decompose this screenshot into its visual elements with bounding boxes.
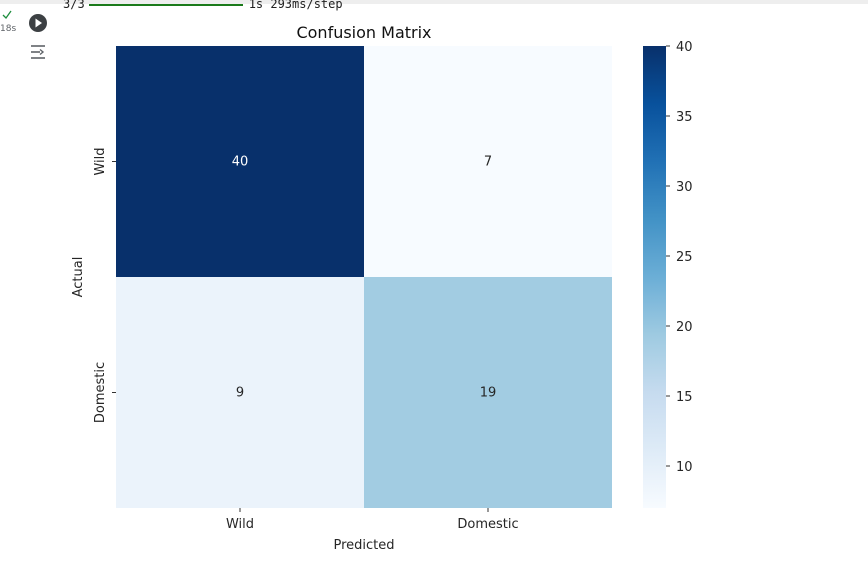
heatmap-cell [116,46,364,277]
x-tick-label: Wild [226,517,254,532]
y-tick-label: Wild [93,147,108,175]
progress-bar [88,3,243,6]
y-tick-label: Domestic [93,362,108,423]
chart-title: Confusion Matrix [296,23,431,42]
colorbar-tick-label: 25 [676,250,693,265]
output-toggle-icon[interactable] [28,42,48,62]
cell-value-label: 7 [484,155,492,170]
cell-value-label: 19 [480,386,497,401]
cell-top-border [0,0,868,4]
colorbar-tick-label: 10 [676,460,693,475]
progress-output: 3/3 1s 293ms/step [63,0,343,11]
cell-value-label: 40 [232,155,249,170]
progress-count: 3/3 [63,0,85,11]
heatmap-cell [116,277,364,508]
progress-time: 1s 293ms/step [248,0,343,11]
x-axis-label: Predicted [333,538,394,553]
cell-gutter: 18s [0,0,58,80]
x-tick-label: Domestic [457,517,518,532]
heatmap-cell [364,277,612,508]
y-axis-label: Actual [71,257,86,298]
colorbar-tick-label: 15 [676,390,693,405]
execution-time: 18s [0,24,17,34]
check-icon [2,10,12,20]
heatmap-cell [364,46,612,277]
play-circle-icon[interactable] [28,13,48,33]
cell-value-label: 9 [236,386,244,401]
colorbar-tick-label: 40 [676,40,693,55]
colorbar-tick-label: 20 [676,320,693,335]
colorbar-tick-label: 30 [676,180,693,195]
colorbar [643,46,666,508]
colorbar-tick-label: 35 [676,110,693,125]
